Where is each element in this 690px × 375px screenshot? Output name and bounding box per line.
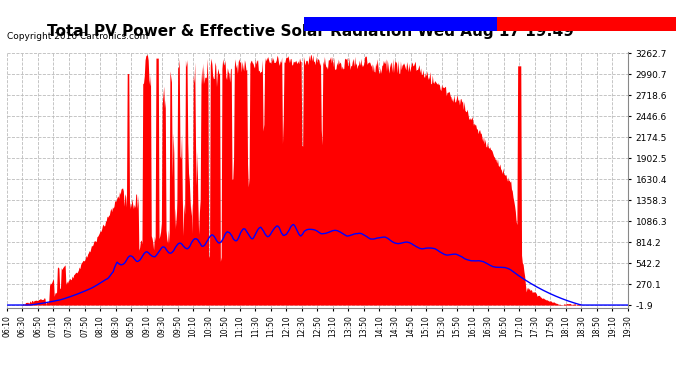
Text: PV Panels (DC Watts): PV Panels (DC Watts)	[500, 20, 609, 28]
Text: Copyright 2016 Cartronics.com: Copyright 2016 Cartronics.com	[7, 32, 148, 41]
Text: Radiation (Effective W/m2): Radiation (Effective W/m2)	[307, 20, 444, 28]
Text: Total PV Power & Effective Solar Radiation Wed Aug 17 19:49: Total PV Power & Effective Solar Radiati…	[47, 24, 574, 39]
